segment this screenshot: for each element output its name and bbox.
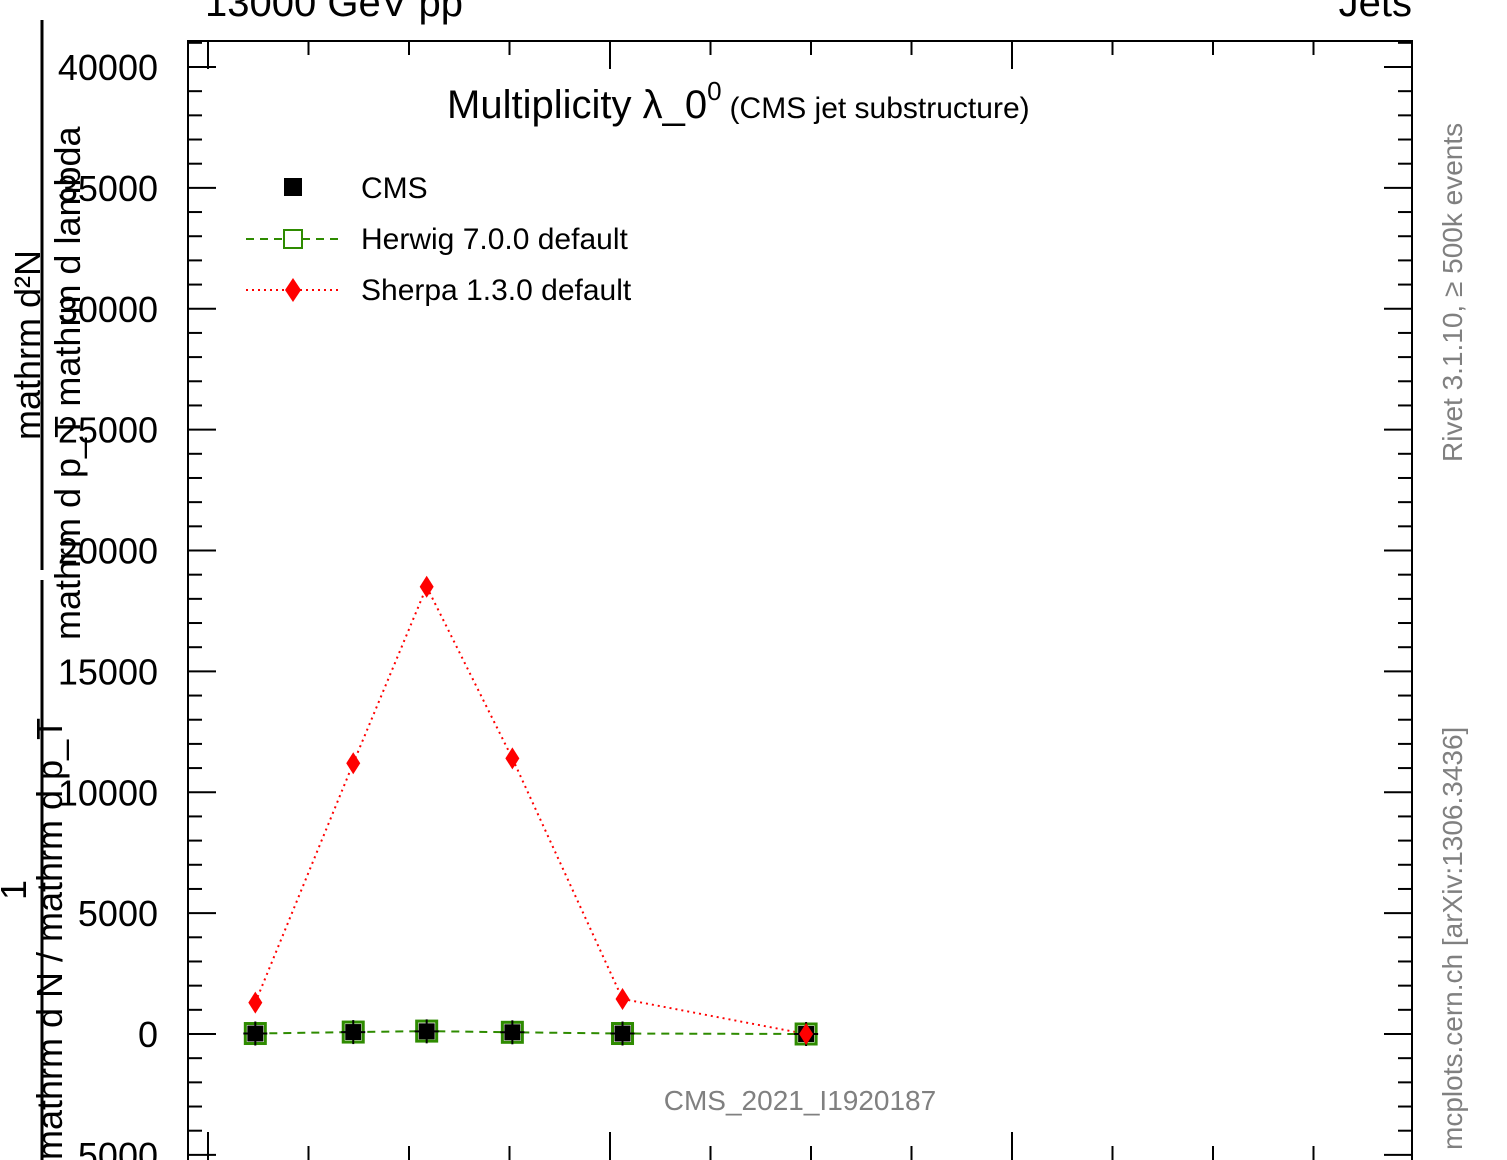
y-tick-label: 40000 [58, 47, 158, 88]
chart-title: Multiplicity λ_00 (CMS jet substructure) [447, 76, 1030, 127]
series-line-herwig [255, 1030, 807, 1035]
series-layer [243, 575, 819, 1046]
chart-title-superscript: 0 [707, 76, 721, 106]
y-label-line-2: mathrm d p_T mathrm d lambda [47, 125, 88, 640]
sherpa-point [799, 1023, 814, 1045]
y-tick-label: 30000 [58, 289, 158, 330]
y-tick-label-partial: 5000 [78, 1135, 158, 1160]
sherpa-point [346, 752, 361, 775]
y-tick-label: 5000 [78, 893, 158, 934]
y-tick-label: 15000 [58, 651, 158, 692]
chart-title-main: Multiplicity λ_0 [447, 83, 707, 127]
legend-label-sherpa: Sherpa 1.3.0 default [361, 274, 632, 307]
rivet-label: Rivet 3.1.10, ≥ 500k events [1437, 123, 1468, 462]
sherpa-point [419, 575, 434, 598]
y-tick-label: 0 [138, 1014, 158, 1055]
y-tick-label: 35000 [58, 168, 158, 209]
y-tick-label: 10000 [58, 772, 158, 813]
sherpa-point [615, 987, 630, 1010]
legend-label-herwig: Herwig 7.0.0 default [361, 223, 628, 256]
legend-marker-herwig [283, 229, 303, 249]
y-label-line-3: 1 [0, 880, 34, 900]
axis-ticks [188, 41, 1412, 1160]
mcplots-label: mcplots.cern.ch [arXiv:1306.3436] [1437, 727, 1468, 1150]
legend: CMS Herwig 7.0.0 default Sherpa 1.3.0 de… [246, 172, 632, 307]
chart-title-suffix: (CMS jet substructure) [730, 92, 1030, 125]
y-axis-label: mathrm d²N mathrm d p_T mathrm d lambda … [0, 20, 88, 1160]
sherpa-point [505, 747, 520, 770]
header-right: Jets [1339, 0, 1412, 25]
sherpa-point [248, 991, 263, 1014]
y-tick-label: 25000 [58, 410, 158, 451]
legend-label-cms: CMS [361, 172, 428, 205]
legend-marker-cms [284, 178, 302, 196]
legend-marker-sherpa [285, 278, 301, 302]
header-left: 13000 GeV pp [205, 0, 463, 25]
series-line-sherpa [254, 584, 807, 1035]
y-label-line-4: mathrm d N / mathrm d p_T [29, 718, 70, 1160]
y-tick-label: 20000 [58, 531, 158, 572]
y-tick-labels: 0 5000 10000 15000 20000 25000 30000 35000 40000… [58, 47, 158, 1160]
plot-frame [187, 40, 1413, 1160]
analysis-label: CMS_2021_I1920187 [664, 1085, 936, 1116]
